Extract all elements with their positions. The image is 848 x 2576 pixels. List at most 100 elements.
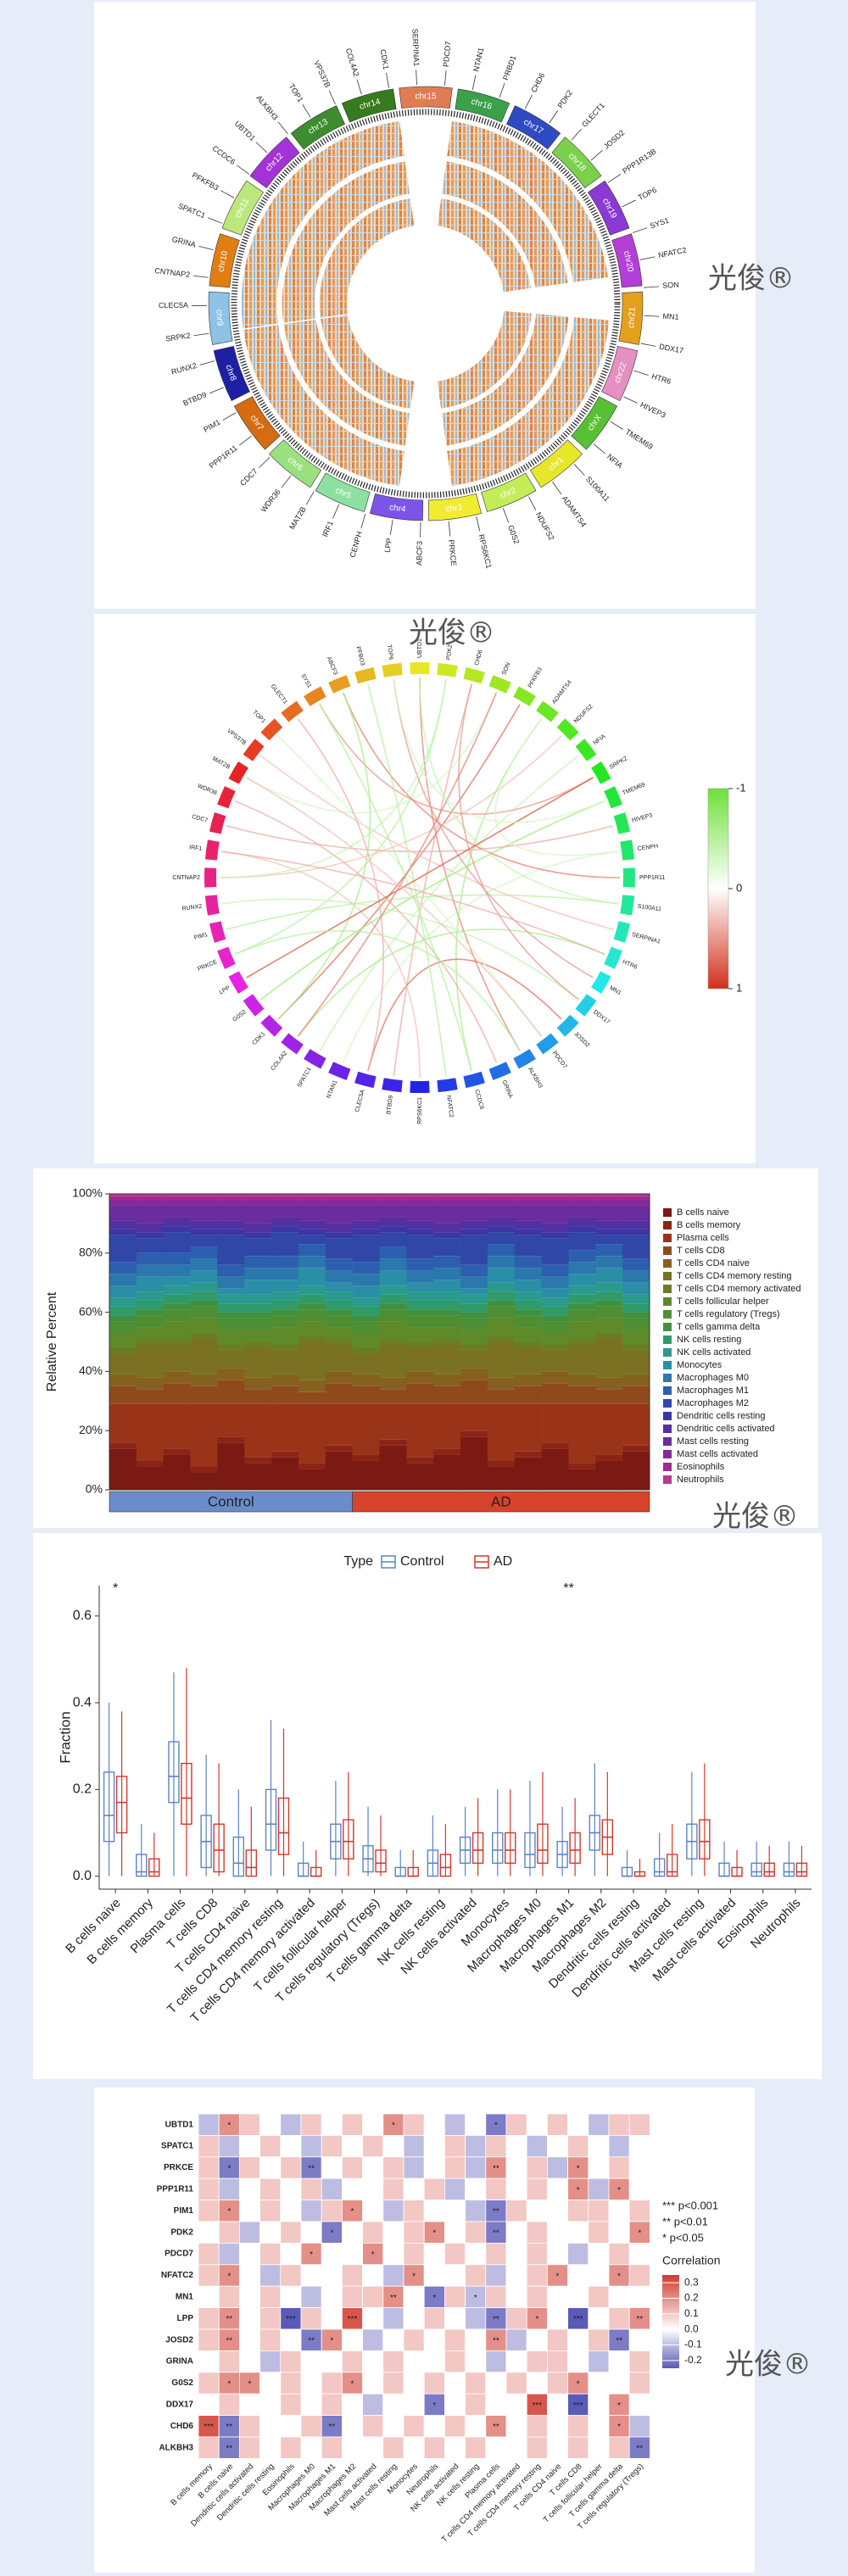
stack-segment	[541, 1448, 569, 1490]
row-label: PDCD7	[165, 2250, 193, 2259]
significance-star: *	[310, 2250, 313, 2260]
gene-leader	[623, 396, 638, 404]
heat-cell	[567, 2285, 589, 2308]
heat-cell	[362, 2156, 384, 2179]
significance-star: *	[371, 2250, 375, 2260]
heat-cell	[280, 2415, 302, 2438]
heat-cell	[321, 2436, 343, 2459]
heat-cell	[362, 2350, 384, 2373]
gene-leader	[528, 496, 537, 510]
stack-segment	[460, 1199, 488, 1206]
heat-cell	[403, 2242, 425, 2266]
box	[763, 1862, 775, 1877]
stack-segment	[541, 1403, 569, 1443]
gene-label: TOP6	[386, 644, 393, 661]
group-bar	[109, 1491, 353, 1513]
stack-segment	[136, 1339, 164, 1345]
heat-cell	[567, 2242, 589, 2266]
stack-segment	[568, 1196, 596, 1200]
stack-segment	[136, 1377, 164, 1390]
chord-link	[297, 692, 498, 1037]
chord-link	[219, 735, 562, 878]
stack-segment	[109, 1199, 137, 1206]
stack-segment	[487, 1291, 516, 1301]
stack-segment	[163, 1344, 191, 1372]
significance-star: *	[577, 2186, 580, 2195]
significance-star: *	[227, 2122, 231, 2131]
stack-segment	[190, 1472, 218, 1490]
panel-box	[33, 1533, 822, 2079]
gene-label: S100A11	[637, 904, 661, 913]
gene-leader	[237, 164, 250, 175]
stack-segment	[190, 1246, 218, 1259]
stack-segment	[541, 1297, 569, 1307]
heat-cell	[341, 2393, 363, 2416]
gene-segment	[204, 867, 217, 888]
stack-segment	[379, 1205, 407, 1218]
heat-cell	[341, 2177, 363, 2200]
legend-label: Macrophages M1	[677, 1386, 749, 1396]
heat-cell	[259, 2113, 282, 2136]
heat-cell	[300, 2307, 322, 2330]
stack-segment	[487, 1226, 516, 1233]
gene-segment	[513, 686, 536, 706]
stack-segment	[271, 1232, 299, 1257]
significance-star: **	[226, 2423, 232, 2432]
heat-cell	[382, 2177, 404, 2200]
heat-cell	[547, 2156, 569, 2179]
stack-segment	[190, 1229, 218, 1235]
heat-cell	[403, 2221, 425, 2244]
significance-label: **	[563, 1581, 573, 1596]
stack-segment	[595, 1339, 623, 1378]
significance-star: **	[226, 2337, 232, 2346]
box	[168, 1741, 180, 1804]
chromosome-arc	[571, 396, 618, 450]
stack-segment	[406, 1291, 434, 1301]
stack-segment	[406, 1309, 434, 1316]
heat-cell	[465, 2264, 487, 2287]
heat-cell	[485, 2134, 507, 2158]
stack-segment	[325, 1282, 353, 1292]
stack-segment	[514, 1280, 542, 1292]
stack-segment	[217, 1380, 245, 1404]
box	[537, 1823, 549, 1865]
stack-segment	[352, 1454, 380, 1461]
heat-cell	[259, 2221, 282, 2244]
legend-label: Neutrophils	[677, 1475, 724, 1485]
stack-segment	[487, 1335, 516, 1342]
stack-segment	[406, 1457, 434, 1464]
heat-cell	[238, 2200, 260, 2222]
heat-cell	[300, 2264, 322, 2287]
stack-segment	[406, 1371, 434, 1384]
stack-segment	[460, 1380, 488, 1404]
heat-cell	[588, 2264, 610, 2287]
heat-cell	[608, 2113, 630, 2136]
stack-segment	[217, 1350, 245, 1369]
heat-cell	[567, 2350, 589, 2373]
heat-cell	[444, 2328, 466, 2351]
stack-segment	[514, 1451, 542, 1458]
stack-segment	[514, 1205, 542, 1221]
heat-cell	[465, 2242, 487, 2266]
row-label: NFATC2	[161, 2271, 194, 2280]
gene-leader	[448, 521, 451, 537]
stack-segment	[217, 1288, 245, 1295]
colorbar	[707, 788, 729, 990]
gene-label: BTBD9	[386, 1095, 394, 1114]
stack-segment	[244, 1347, 272, 1378]
expression-track	[318, 197, 416, 323]
stack-segment	[163, 1448, 191, 1455]
heat-cell	[382, 2200, 404, 2222]
heat-cell	[608, 2177, 630, 2200]
significance-star: **	[308, 2164, 315, 2173]
stack-segment	[622, 1386, 650, 1404]
heat-cell	[485, 2436, 507, 2459]
stack-segment	[136, 1300, 164, 1310]
box	[750, 1862, 762, 1877]
heat-cell	[444, 2393, 466, 2416]
legend-swatch	[663, 1374, 672, 1382]
stack-segment	[217, 1436, 245, 1443]
stack-segment	[271, 1199, 299, 1206]
heat-cell	[300, 2415, 322, 2438]
heat-cell	[588, 2156, 610, 2179]
